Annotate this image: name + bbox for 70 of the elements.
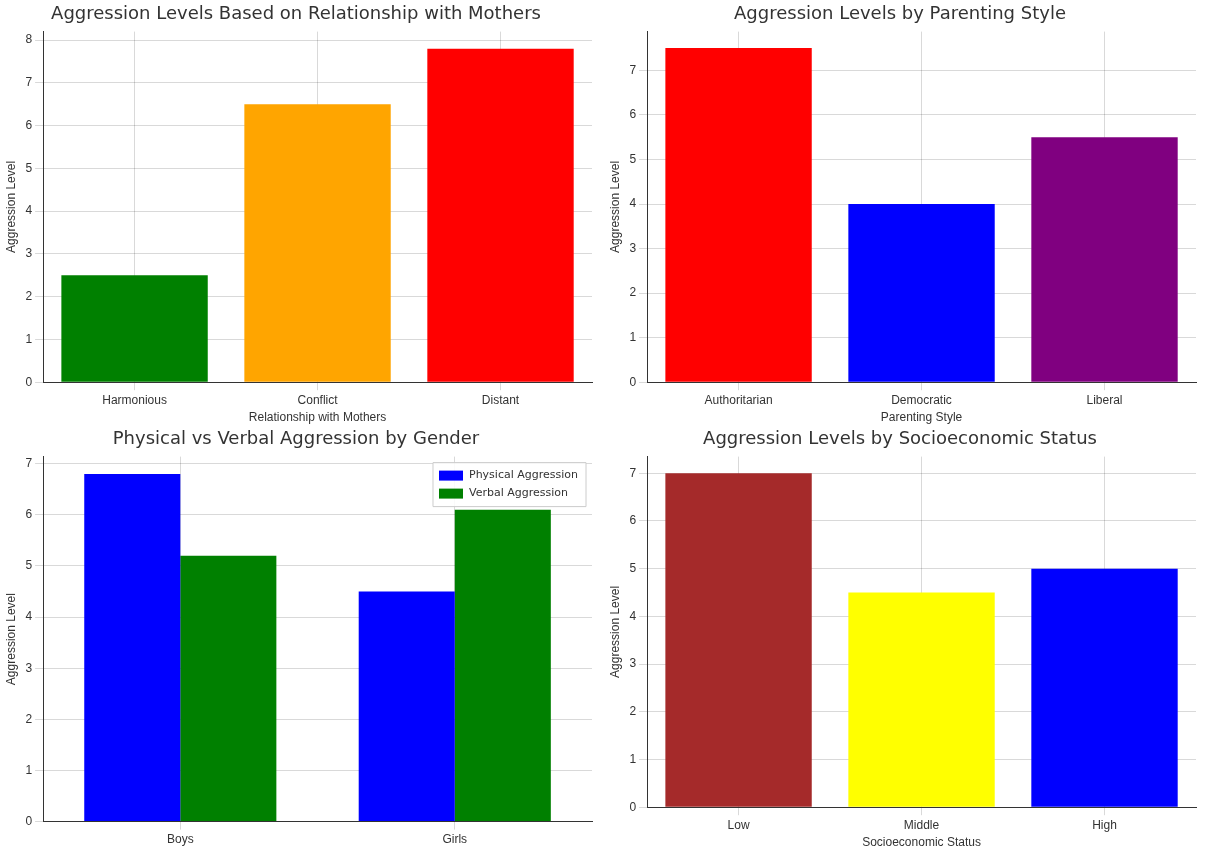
y-tick-label: 0 <box>25 374 33 389</box>
y-tick-label: 6 <box>25 507 33 522</box>
x-axis-title: Parenting Style <box>880 410 963 425</box>
bar <box>84 473 181 822</box>
y-tick-label: 7 <box>25 75 33 90</box>
bar <box>848 592 995 807</box>
bar <box>848 204 995 382</box>
bar <box>1031 137 1178 382</box>
y-tick-label: 0 <box>25 813 33 828</box>
bar <box>427 48 574 382</box>
y-tick-label: 5 <box>629 561 637 576</box>
x-tick-label: Girls <box>442 832 468 847</box>
y-tick-label: 1 <box>25 762 33 777</box>
y-tick-label: 1 <box>629 329 637 344</box>
legend-label: Verbal Aggression <box>469 486 569 500</box>
y-tick-label: 4 <box>629 608 637 623</box>
y-tick-label: 2 <box>25 711 33 726</box>
chart-title: Aggression Levels by Socioeconomic Status <box>703 427 1097 449</box>
y-tick-label: 5 <box>629 151 637 166</box>
x-tick-label: High <box>1092 817 1117 832</box>
x-tick-label: Middle <box>903 817 940 832</box>
x-tick-label: Authoritarian <box>704 392 773 407</box>
x-tick-label: Liberal <box>1086 392 1123 407</box>
y-axis-title: Aggression Level <box>3 593 18 686</box>
x-tick-label: Democratic <box>891 392 952 407</box>
y-tick-label: 2 <box>25 289 33 303</box>
y-tick-label: 2 <box>629 704 637 719</box>
bar <box>61 275 208 382</box>
y-tick-label: 6 <box>629 513 637 528</box>
x-tick-label: Distant <box>481 392 520 407</box>
y-tick-label: 5 <box>25 160 33 175</box>
y-tick-label: 4 <box>629 196 637 211</box>
legend-label: Physical Aggression <box>469 468 579 482</box>
y-axis-title: Aggression Level <box>607 585 622 678</box>
x-axis-title: Relationship with Mothers <box>248 410 387 425</box>
y-tick-label: 3 <box>25 246 33 261</box>
y-tick-label: 3 <box>629 656 637 671</box>
chart-title: Physical vs Verbal Aggression by Gender <box>112 427 480 449</box>
y-tick-label: 7 <box>629 62 637 77</box>
bar <box>454 509 551 822</box>
bar <box>665 473 812 807</box>
y-tick-label: 8 <box>25 32 33 47</box>
y-tick-label: 2 <box>629 285 637 300</box>
bar <box>358 591 455 822</box>
x-tick-label: Boys <box>166 832 194 847</box>
y-axis-title: Aggression Level <box>3 160 18 253</box>
x-axis-title: Socioeconomic Status <box>862 835 981 850</box>
bar <box>244 104 391 382</box>
y-tick-label: 7 <box>629 465 637 480</box>
bar <box>1031 568 1178 807</box>
y-axis-title: Aggression Level <box>607 160 622 253</box>
y-tick-label: 1 <box>25 331 33 346</box>
chart-title: Aggression Levels by Parenting Style <box>734 2 1066 24</box>
x-tick-label: Conflict <box>297 392 339 407</box>
x-tick-label: Harmonious <box>102 392 167 407</box>
y-tick-label: 7 <box>25 456 33 471</box>
y-tick-label: 6 <box>629 107 637 122</box>
chart-title: Aggression Levels Based on Relationship with Mothers <box>51 2 541 24</box>
y-tick-label: 3 <box>629 240 637 255</box>
y-tick-label: 0 <box>629 374 637 389</box>
y-tick-label: 4 <box>25 203 33 218</box>
y-tick-label: 1 <box>629 751 637 766</box>
bar <box>665 48 812 382</box>
bar <box>180 555 277 822</box>
y-tick-label: 5 <box>25 558 33 573</box>
y-tick-label: 3 <box>25 660 33 675</box>
y-tick-label: 0 <box>629 799 637 814</box>
y-tick-label: 4 <box>25 609 33 624</box>
y-tick-label: 6 <box>25 117 33 132</box>
x-tick-label: Low <box>727 817 750 832</box>
